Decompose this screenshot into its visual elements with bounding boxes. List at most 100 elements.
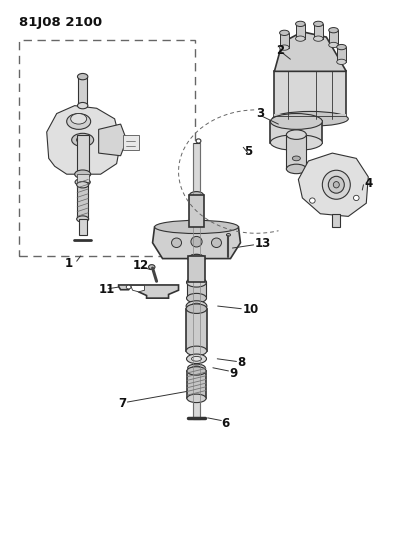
Polygon shape [153,227,241,259]
Polygon shape [130,286,145,292]
Bar [77,185,88,219]
Ellipse shape [71,114,87,124]
Ellipse shape [273,111,348,126]
Bar [189,195,204,227]
Text: 81J08 2100: 81J08 2100 [19,16,102,29]
Bar [333,214,340,227]
Polygon shape [275,32,346,71]
Ellipse shape [226,233,230,236]
Ellipse shape [187,394,206,402]
Ellipse shape [296,36,305,41]
Bar [337,47,346,62]
Ellipse shape [75,179,90,186]
Bar [19,39,194,256]
Ellipse shape [188,254,205,263]
Text: 10: 10 [243,303,259,316]
Text: 12: 12 [132,259,149,272]
Ellipse shape [186,301,207,311]
Bar [78,77,87,106]
Ellipse shape [188,254,205,263]
Ellipse shape [296,21,305,27]
Polygon shape [298,153,368,216]
Ellipse shape [77,74,88,80]
Ellipse shape [271,135,322,150]
Ellipse shape [329,28,338,33]
Polygon shape [47,106,121,174]
Text: 8: 8 [237,356,245,369]
Ellipse shape [67,114,91,130]
Ellipse shape [72,133,94,147]
Text: 3: 3 [256,107,264,120]
Text: 11: 11 [99,283,115,296]
Ellipse shape [75,170,91,179]
Ellipse shape [186,304,207,313]
Ellipse shape [286,130,306,140]
Bar [77,174,89,182]
Polygon shape [119,285,179,298]
Ellipse shape [271,114,322,130]
Ellipse shape [322,170,350,199]
Bar [123,135,139,150]
Text: 4: 4 [364,176,373,190]
Ellipse shape [187,354,207,364]
Ellipse shape [186,346,207,356]
Ellipse shape [187,367,206,375]
Ellipse shape [192,357,202,361]
Bar [329,30,338,45]
Ellipse shape [329,42,338,47]
Bar [79,219,87,235]
Text: 13: 13 [254,237,271,251]
Ellipse shape [279,30,289,36]
Bar [286,135,306,169]
Ellipse shape [77,216,89,222]
Bar [296,24,305,39]
Ellipse shape [187,293,207,303]
Ellipse shape [126,285,131,289]
Ellipse shape [286,164,306,174]
Ellipse shape [279,45,289,50]
Ellipse shape [313,36,323,41]
Ellipse shape [188,278,205,287]
Ellipse shape [211,238,222,247]
Ellipse shape [172,238,181,247]
Text: 2: 2 [276,44,285,56]
Ellipse shape [328,176,344,193]
Ellipse shape [354,195,359,200]
Bar [77,135,89,174]
Text: 1: 1 [65,257,73,270]
Ellipse shape [192,366,201,369]
Bar [275,114,346,122]
Bar [271,122,322,142]
Text: 5: 5 [245,145,253,158]
Text: 7: 7 [119,397,127,410]
Text: 9: 9 [229,367,237,379]
Ellipse shape [191,237,202,247]
Text: 6: 6 [222,417,230,430]
Ellipse shape [189,223,204,231]
Ellipse shape [77,136,89,143]
Bar [186,309,207,351]
Ellipse shape [337,59,346,64]
Ellipse shape [77,182,89,188]
Ellipse shape [191,303,202,309]
Ellipse shape [77,102,88,109]
Bar [275,71,346,119]
Ellipse shape [292,156,301,161]
Ellipse shape [313,21,323,27]
Ellipse shape [337,44,346,50]
Bar [193,142,200,419]
Bar [187,371,206,398]
Ellipse shape [149,265,155,269]
Ellipse shape [188,364,205,372]
Bar [313,24,323,39]
Ellipse shape [155,220,239,233]
Ellipse shape [196,139,201,143]
Ellipse shape [333,182,339,188]
Bar [187,282,207,298]
Polygon shape [99,124,127,156]
Ellipse shape [309,198,315,203]
Ellipse shape [189,191,204,199]
Bar [188,256,205,282]
Bar [279,33,289,47]
Ellipse shape [187,278,207,287]
